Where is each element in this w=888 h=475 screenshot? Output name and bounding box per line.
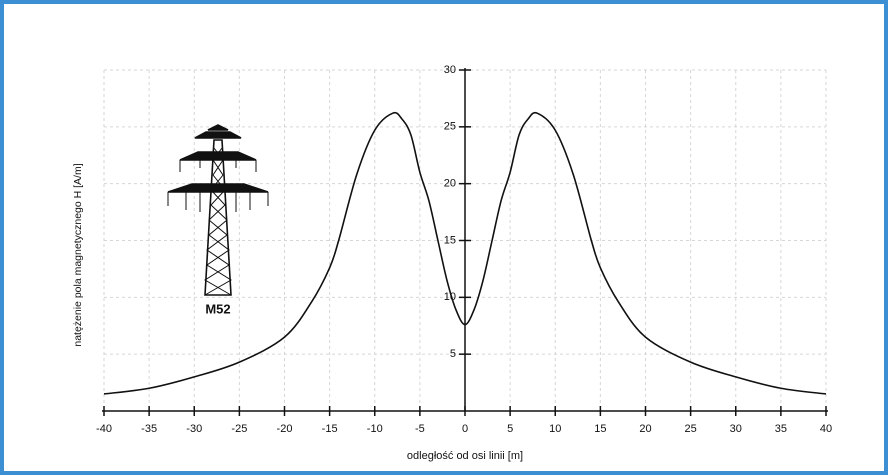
tower-label: M52 [205, 301, 230, 316]
x-tick-label: 20 [639, 423, 651, 435]
x-tick-label: 25 [685, 423, 697, 435]
x-tick-label: -20 [277, 423, 293, 435]
y-tick-label: 30 [444, 64, 456, 76]
x-tick-label: 40 [820, 423, 832, 435]
x-tick-label: -25 [231, 423, 247, 435]
y-tick-label: 5 [450, 348, 456, 360]
x-tick-label: 15 [594, 423, 606, 435]
tower-icon [167, 124, 269, 296]
x-axis-label: odległość od osi linii [m] [407, 450, 523, 462]
x-tick-label: 5 [507, 423, 513, 435]
x-tick-label: 35 [775, 423, 787, 435]
x-tick-label: -5 [415, 423, 425, 435]
y-tick-label: 25 [444, 121, 456, 133]
x-tick-label: 0 [462, 423, 468, 435]
x-tick-label: -10 [367, 423, 383, 435]
x-tick-label: -15 [322, 423, 338, 435]
field-curve [103, 111, 827, 395]
y-tick-label: 20 [444, 178, 456, 190]
x-tick-label: -40 [96, 423, 112, 435]
y-axis-label: natężenie pola magnetycznego H [A/m] [72, 163, 84, 346]
x-tick-label: 10 [549, 423, 561, 435]
y-tick-label: 15 [444, 234, 456, 246]
x-tick-label: 30 [730, 423, 742, 435]
x-tick-label: -35 [141, 423, 157, 435]
x-tick-label: -30 [186, 423, 202, 435]
